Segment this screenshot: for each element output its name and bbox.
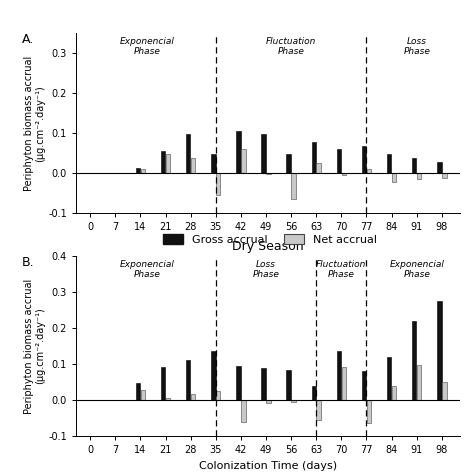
Bar	[186, 135, 191, 173]
Bar	[241, 149, 246, 173]
Bar	[292, 173, 296, 199]
Bar	[442, 382, 447, 400]
Bar	[337, 351, 341, 400]
Bar	[437, 301, 442, 400]
Text: Exponencial
Phase: Exponencial Phase	[120, 260, 175, 279]
Bar	[266, 173, 271, 174]
Text: Fluctuation
Phase: Fluctuation Phase	[316, 260, 366, 279]
Legend: Gross accrual, Net accrual: Gross accrual, Net accrual	[163, 234, 377, 245]
Bar	[211, 351, 216, 400]
Bar	[342, 366, 346, 400]
Bar	[442, 173, 447, 179]
Bar	[362, 371, 366, 400]
Bar	[191, 158, 195, 173]
Bar	[141, 169, 145, 173]
Bar	[286, 154, 291, 173]
Bar	[211, 154, 216, 173]
Bar	[286, 370, 291, 400]
Bar	[317, 400, 321, 420]
Bar	[412, 321, 417, 400]
X-axis label: Colonization Time (days): Colonization Time (days)	[199, 461, 337, 471]
Bar	[311, 142, 316, 173]
Text: B.: B.	[22, 256, 35, 269]
Bar	[392, 173, 396, 182]
Bar	[367, 400, 371, 423]
Bar	[136, 383, 140, 400]
Bar	[166, 398, 170, 400]
Bar	[141, 390, 145, 400]
Bar	[261, 368, 266, 400]
Bar	[191, 393, 195, 400]
Title: Dry Season: Dry Season	[232, 240, 304, 254]
Bar	[417, 173, 421, 179]
Text: Loss
Phase: Loss Phase	[403, 37, 430, 56]
Bar	[367, 169, 371, 173]
Bar	[161, 151, 165, 173]
Bar	[392, 386, 396, 400]
Bar	[317, 163, 321, 173]
Bar	[387, 154, 392, 173]
Text: A.: A.	[22, 33, 34, 46]
Bar	[236, 366, 241, 400]
Bar	[186, 360, 191, 400]
Bar	[311, 386, 316, 400]
Bar	[266, 400, 271, 403]
Bar	[292, 400, 296, 402]
Text: Loss
Phase: Loss Phase	[253, 260, 280, 279]
Bar	[362, 146, 366, 173]
Bar	[241, 400, 246, 422]
Bar	[216, 173, 220, 195]
Bar	[437, 162, 442, 173]
Y-axis label: Periphyton biomass accrual
(µg.cm⁻².day⁻¹): Periphyton biomass accrual (µg.cm⁻².day⁻…	[24, 278, 46, 414]
Y-axis label: Periphyton biomass accrual
(µg.cm⁻².day⁻¹): Periphyton biomass accrual (µg.cm⁻².day⁻…	[24, 55, 46, 191]
Bar	[337, 149, 341, 173]
Text: Exponencial
Phase: Exponencial Phase	[389, 260, 444, 279]
Bar	[236, 131, 241, 173]
Bar	[261, 134, 266, 173]
Bar	[417, 365, 421, 400]
Bar	[412, 158, 417, 173]
Bar	[342, 173, 346, 175]
Bar	[166, 154, 170, 173]
Bar	[136, 168, 140, 173]
Bar	[216, 391, 220, 400]
Bar	[161, 366, 165, 400]
Bar	[387, 357, 392, 400]
Text: Exponencial
Phase: Exponencial Phase	[120, 37, 175, 56]
Text: Fluctuation
Phase: Fluctuation Phase	[266, 37, 316, 56]
